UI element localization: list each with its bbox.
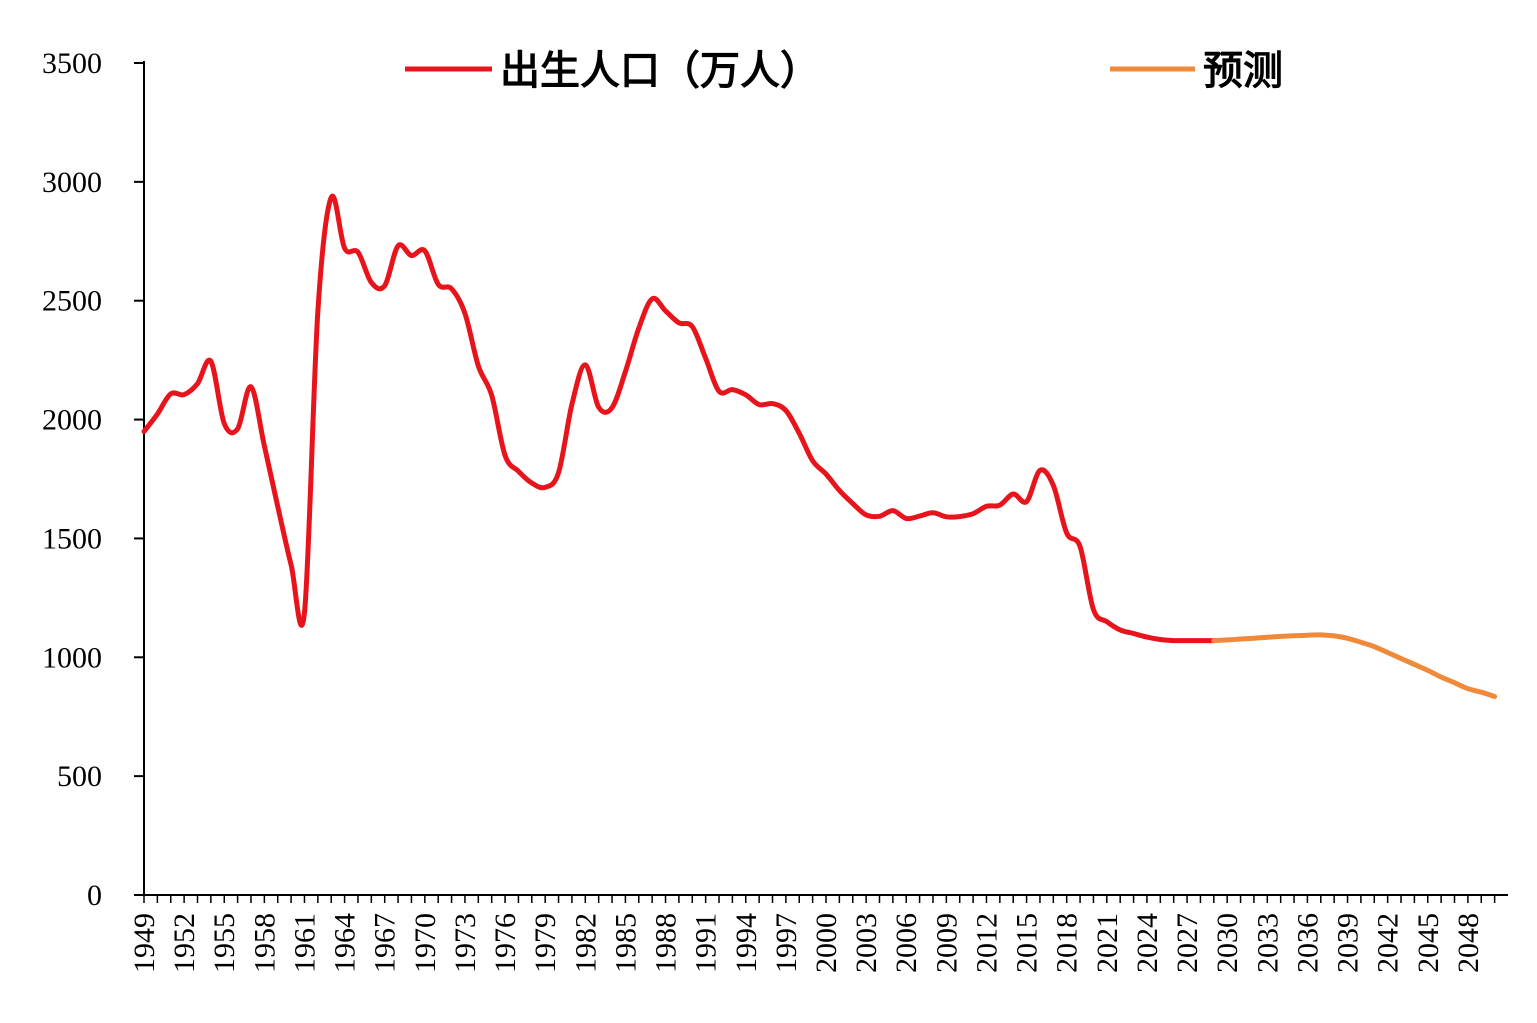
axes (143, 61, 1508, 896)
x-tick-label: 2015 (1011, 913, 1044, 973)
series-line-birth (141, 193, 1217, 644)
y-tick-label: 3500 (42, 47, 102, 80)
x-tick-label: 1949 (128, 913, 161, 973)
x-tick-label: 1979 (529, 913, 562, 973)
x-tick-label: 2006 (890, 913, 923, 973)
series-line-forecast (1211, 632, 1498, 699)
y-tick-label: 500 (57, 760, 102, 793)
y-axis-ticks: 0 500 1000 1500 2000 2500 3000 3500 (42, 47, 144, 912)
x-tick-label: 2042 (1372, 913, 1405, 973)
x-tick-label: 2024 (1131, 913, 1164, 973)
y-tick-label: 2000 (42, 404, 102, 437)
y-tick-label: 3000 (42, 166, 102, 199)
x-tick-label: 1973 (449, 913, 482, 973)
x-tick-label: 1967 (369, 913, 402, 973)
series-lines (141, 193, 1498, 699)
legend-label-forecast: 预测 (1203, 48, 1283, 94)
x-tick-label: 2033 (1251, 913, 1284, 973)
x-axis-ticks: 1949 1952 1955 1958 1961 1964 1967 1970 1973 1976… (128, 895, 1496, 973)
x-tick-label: 2039 (1332, 913, 1365, 973)
y-tick-label: 1500 (42, 522, 102, 555)
x-tick-label: 1952 (168, 913, 201, 973)
x-tick-label: 1994 (730, 913, 763, 973)
x-tick-label: 2048 (1452, 913, 1485, 973)
x-tick-label: 1955 (208, 913, 241, 973)
x-tick-label: 2012 (970, 913, 1003, 973)
x-tick-label: 2036 (1291, 913, 1324, 973)
x-tick-label: 2009 (930, 913, 963, 973)
x-tick-label: 1970 (409, 913, 442, 973)
x-tick-label: 2003 (850, 913, 883, 973)
x-tick-label: 2000 (810, 913, 843, 973)
x-tick-label: 1982 (569, 913, 602, 973)
x-tick-label: 1976 (489, 913, 522, 973)
x-tick-label: 2018 (1051, 913, 1084, 973)
x-tick-label: 2027 (1171, 913, 1204, 973)
x-tick-label: 2021 (1091, 913, 1124, 973)
y-tick-label: 1000 (42, 641, 102, 674)
x-tick-label: 2045 (1412, 913, 1445, 973)
legend: 出生人口（万人） 预测 (405, 48, 1283, 94)
x-tick-label: 1991 (690, 913, 723, 973)
x-tick-label: 1958 (248, 913, 281, 973)
x-tick-label: 1985 (609, 913, 642, 973)
x-tick-label: 1964 (329, 913, 362, 973)
y-tick-label: 0 (87, 879, 102, 912)
y-tick-label: 2500 (42, 285, 102, 318)
x-tick-label: 1997 (770, 913, 803, 973)
legend-label-birth: 出生人口（万人） (500, 48, 820, 94)
x-tick-label: 1988 (650, 913, 683, 973)
x-tick-label: 1961 (288, 913, 321, 973)
x-tick-label: 2030 (1211, 913, 1244, 973)
